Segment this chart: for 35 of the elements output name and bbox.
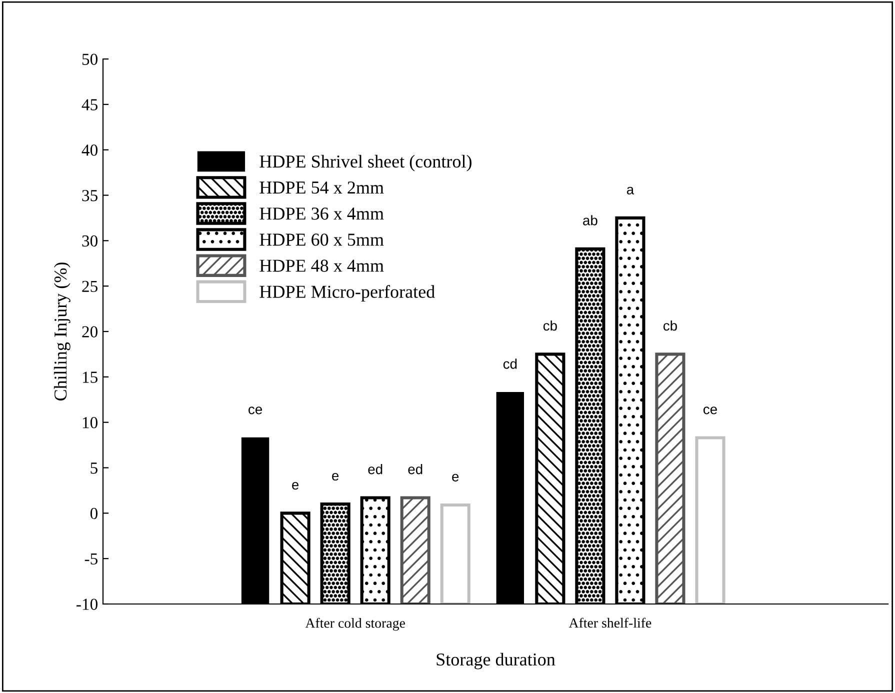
legend-label: HDPE Shrivel sheet (control) [260, 154, 472, 172]
annotation: cb [663, 320, 677, 331]
annotation: e [332, 472, 339, 481]
y-tick-label: 20 [82, 326, 98, 338]
y-tick-label: 40 [82, 144, 98, 156]
y-tick-label: 30 [82, 235, 98, 247]
y-tick-label: 0 [90, 508, 98, 520]
y-tick-label: 10 [82, 417, 98, 428]
annotation: cb [543, 320, 557, 331]
legend-label: HDPE 36 x 4mm [260, 208, 384, 220]
x-tick-label: After shelf-life [568, 618, 652, 628]
y-tick-label: 45 [82, 99, 98, 110]
annotation: ab [583, 215, 598, 226]
annotation: ce [248, 406, 262, 414]
y-tick-label: 35 [82, 190, 98, 202]
y-tick-label: -10 [76, 598, 98, 610]
y-axis-title: Chilling Injury (%) [54, 262, 70, 400]
x-axis-title: Storage duration [436, 652, 556, 670]
y-tick-label: 25 [82, 280, 98, 292]
legend-label: HDPE Micro-perforated [260, 284, 435, 302]
annotation: cd [503, 358, 517, 369]
legend-label: HDPE 48 x 4mm [260, 260, 384, 272]
annotation: ed [408, 464, 422, 474]
y-tick-label: 50 [82, 54, 98, 65]
annotation: e [452, 474, 459, 482]
annotation: ce [703, 406, 717, 414]
annotation: a [626, 186, 634, 194]
y-tick-label: 5 [90, 462, 98, 474]
x-tick-label: After cold storage [305, 618, 405, 631]
annotation: e [292, 482, 299, 490]
y-tick-label: 15 [82, 372, 98, 383]
legend-label: HDPE 54 x 2mm [260, 182, 384, 194]
y-tick-label: -5 [84, 553, 98, 565]
annotation: ed [368, 464, 382, 474]
legend-label: HDPE 60 x 5mm [260, 234, 384, 246]
